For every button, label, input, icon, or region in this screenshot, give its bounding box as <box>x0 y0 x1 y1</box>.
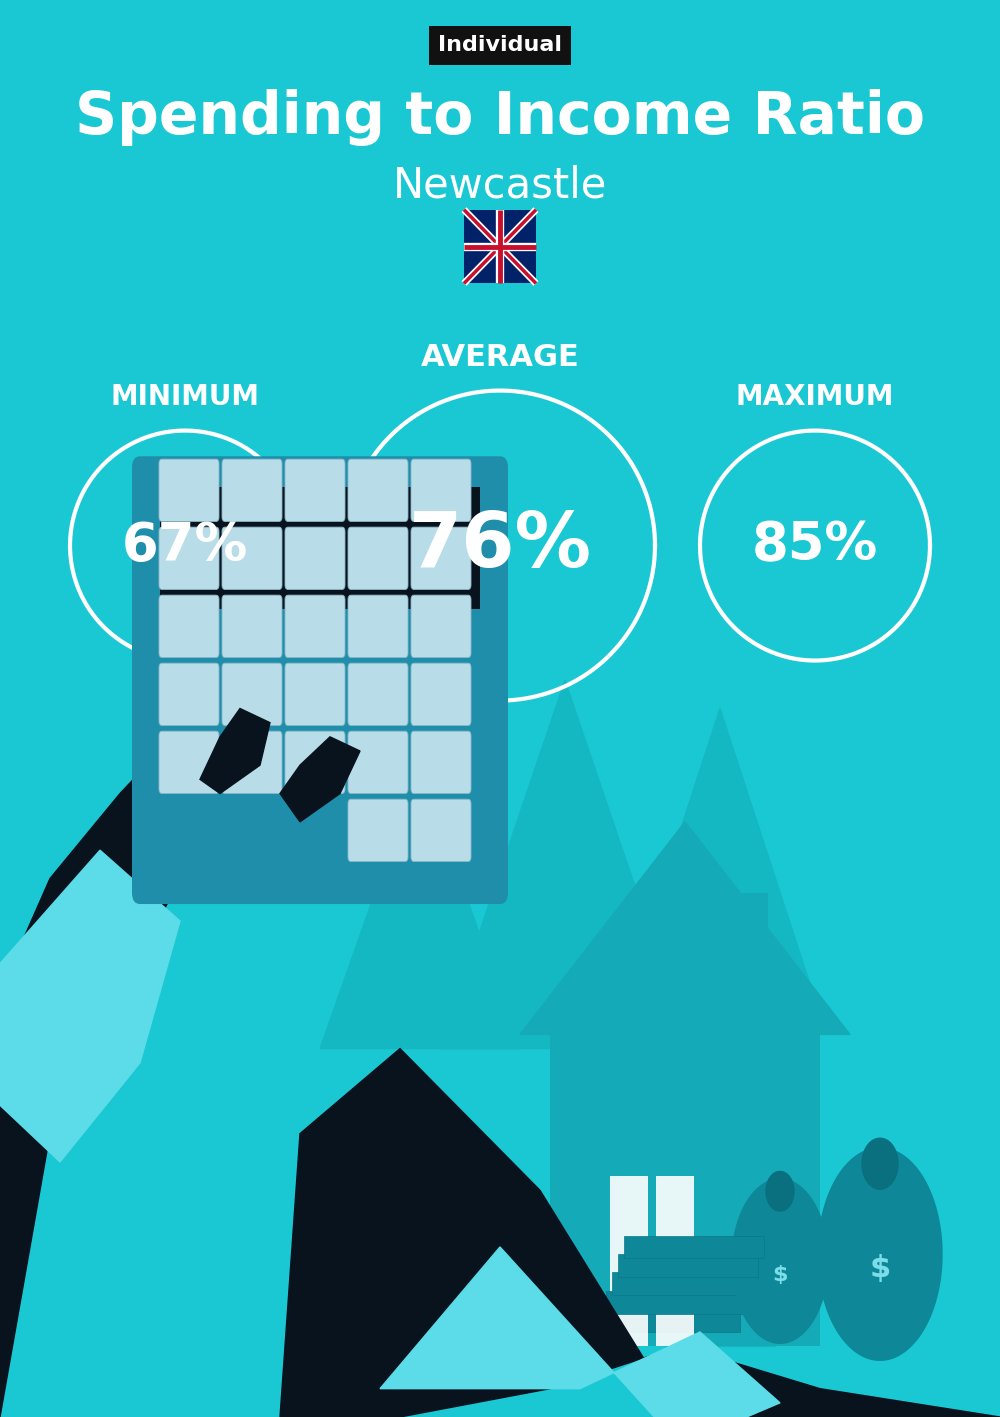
FancyBboxPatch shape <box>348 459 408 521</box>
Text: MINIMUM: MINIMUM <box>110 383 260 411</box>
Bar <box>464 210 536 283</box>
Bar <box>612 1272 752 1295</box>
Polygon shape <box>818 1148 942 1360</box>
FancyBboxPatch shape <box>411 731 471 794</box>
Polygon shape <box>0 638 350 1417</box>
Bar <box>618 1254 758 1277</box>
FancyBboxPatch shape <box>132 456 508 904</box>
Polygon shape <box>320 765 520 1049</box>
Polygon shape <box>620 708 820 1015</box>
FancyBboxPatch shape <box>348 595 408 657</box>
FancyBboxPatch shape <box>411 799 471 862</box>
FancyBboxPatch shape <box>222 527 282 589</box>
FancyBboxPatch shape <box>348 799 408 862</box>
FancyBboxPatch shape <box>222 459 282 521</box>
FancyBboxPatch shape <box>285 595 345 657</box>
Polygon shape <box>440 680 690 1049</box>
Polygon shape <box>380 1247 780 1417</box>
Text: Newcastle: Newcastle <box>393 164 607 207</box>
FancyBboxPatch shape <box>411 527 471 589</box>
Polygon shape <box>280 737 360 822</box>
Bar <box>656 1176 694 1346</box>
FancyBboxPatch shape <box>411 595 471 657</box>
FancyBboxPatch shape <box>222 663 282 726</box>
FancyBboxPatch shape <box>159 527 219 589</box>
Bar <box>610 1176 648 1346</box>
Bar <box>550 1034 820 1346</box>
FancyBboxPatch shape <box>348 527 408 589</box>
Text: AVERAGE: AVERAGE <box>421 343 579 371</box>
Text: 85%: 85% <box>752 520 878 571</box>
FancyBboxPatch shape <box>222 731 282 794</box>
FancyBboxPatch shape <box>222 595 282 657</box>
FancyBboxPatch shape <box>348 731 408 794</box>
Text: $: $ <box>772 1265 788 1285</box>
Polygon shape <box>732 1179 828 1343</box>
FancyBboxPatch shape <box>285 663 345 726</box>
Text: 76%: 76% <box>409 509 592 582</box>
FancyBboxPatch shape <box>348 663 408 726</box>
FancyBboxPatch shape <box>411 663 471 726</box>
FancyBboxPatch shape <box>159 663 219 726</box>
Text: 67%: 67% <box>122 520 248 571</box>
FancyBboxPatch shape <box>159 595 219 657</box>
Bar <box>160 487 480 609</box>
FancyBboxPatch shape <box>159 731 219 794</box>
Polygon shape <box>520 822 850 1034</box>
Polygon shape <box>200 708 270 794</box>
FancyBboxPatch shape <box>285 731 345 794</box>
Polygon shape <box>665 1015 775 1346</box>
Text: $: $ <box>869 1254 891 1282</box>
FancyBboxPatch shape <box>285 459 345 521</box>
Text: Spending to Income Ratio: Spending to Income Ratio <box>75 89 925 146</box>
Bar <box>730 893 768 1034</box>
Polygon shape <box>280 1049 1000 1417</box>
Text: Individual: Individual <box>438 35 562 55</box>
FancyBboxPatch shape <box>285 527 345 589</box>
Bar <box>600 1309 740 1332</box>
Text: MAXIMUM: MAXIMUM <box>736 383 894 411</box>
FancyBboxPatch shape <box>159 459 219 521</box>
Polygon shape <box>766 1172 794 1212</box>
Polygon shape <box>0 850 180 1162</box>
Bar <box>624 1236 764 1258</box>
FancyBboxPatch shape <box>411 459 471 521</box>
Polygon shape <box>862 1138 898 1189</box>
Bar <box>606 1291 746 1314</box>
